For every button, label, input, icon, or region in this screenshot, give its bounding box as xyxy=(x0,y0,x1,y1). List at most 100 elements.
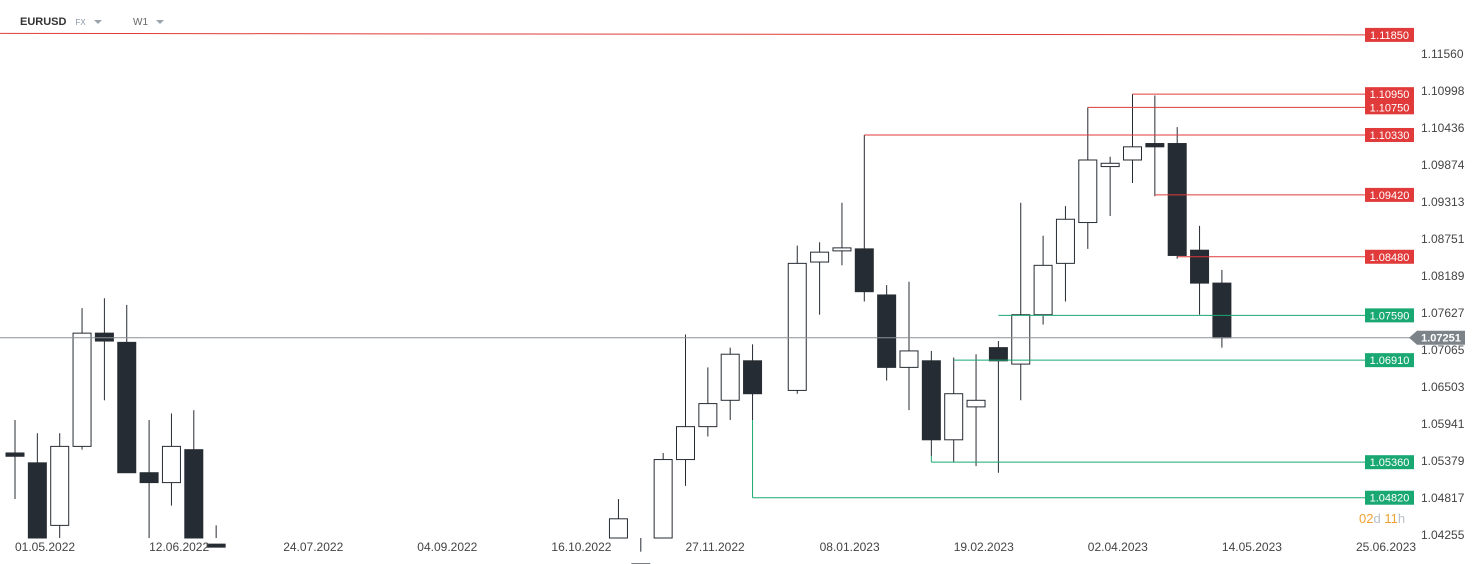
bullish-candle-body xyxy=(50,445,70,526)
level-resistance: 1.09420 xyxy=(1154,187,1414,202)
level-support: 1.07590 xyxy=(998,308,1414,323)
bearish-candle-body xyxy=(1145,143,1165,148)
candle xyxy=(72,308,92,450)
countdown-hours-unit: h xyxy=(1397,511,1406,526)
x-axis: 01.05.2022 12.06.2022 24.07.2022 04.09.2022… xyxy=(15,540,1416,554)
y-tick-label: 1.10436 xyxy=(1421,121,1465,135)
level-value: 1.07590 xyxy=(1370,310,1410,322)
x-tick-label: 24.07.2022 xyxy=(283,540,343,554)
bullish-candle-body xyxy=(832,247,852,252)
candle xyxy=(1167,127,1187,259)
bullish-candle-body xyxy=(966,399,986,408)
y-tick-label: 1.09874 xyxy=(1421,158,1465,172)
bullish-candle-body xyxy=(787,262,807,391)
y-tick-label: 1.11560 xyxy=(1421,47,1464,61)
x-tick-label: 27.11.2022 xyxy=(686,540,745,554)
bearish-candle-body xyxy=(94,332,114,342)
y-tick-label: 1.07627 xyxy=(1421,306,1465,320)
level-badge xyxy=(1365,455,1414,470)
current-price-layer: 1.07251 xyxy=(0,330,1465,345)
countdown-days-unit: d xyxy=(1373,511,1381,526)
bullish-candle-body xyxy=(1123,146,1142,161)
candle xyxy=(50,433,70,538)
level-value: 1.09420 xyxy=(1370,190,1410,202)
candle xyxy=(1123,94,1142,184)
bullish-candle-body xyxy=(608,518,628,539)
current-price-badge xyxy=(1409,330,1465,345)
candle xyxy=(94,298,114,401)
symbol-dropdown-icon[interactable] xyxy=(93,20,102,25)
y-axis: 1.11560 1.10998 1.10436 1.09874 1.09313 1.087… xyxy=(1421,47,1465,542)
level-support: 1.04820 xyxy=(752,420,1414,505)
market-label: FX xyxy=(75,18,86,27)
bullish-candle-body xyxy=(676,426,695,461)
level-resistance: 1.10950 xyxy=(1132,87,1414,102)
level-badge xyxy=(1365,308,1414,323)
x-tick-label: 01.05.2022 xyxy=(15,540,75,554)
x-tick-label: 04.09.2022 xyxy=(417,540,477,554)
level-badge xyxy=(1365,490,1414,505)
candles-layer xyxy=(5,94,1232,564)
bearish-candle-body xyxy=(27,462,47,539)
level-value: 1.10330 xyxy=(1370,130,1410,142)
level-line[interactable] xyxy=(0,32,1366,36)
symbol-label[interactable]: EURUSD xyxy=(20,16,67,28)
y-tick-label: 1.05941 xyxy=(1421,417,1465,431)
x-tick-label: 02.04.2023 xyxy=(1088,540,1148,554)
level-badge xyxy=(1365,249,1414,264)
chart-header: EURUSD FX xyxy=(20,16,102,28)
bullish-candle-body xyxy=(1011,314,1031,365)
level-badge xyxy=(1365,127,1414,142)
timeframe-selector[interactable]: W1 xyxy=(133,16,165,28)
x-tick-label: 25.06.2023 xyxy=(1356,540,1416,554)
bearish-candle-body xyxy=(5,452,25,457)
candle xyxy=(631,538,651,564)
candle xyxy=(1145,95,1165,197)
level-support: 1.06910 xyxy=(953,353,1414,368)
bearish-candle-body xyxy=(206,543,226,548)
bearish-candle-body xyxy=(988,347,1008,362)
level-value: 1.10750 xyxy=(1370,102,1410,114)
candle xyxy=(832,202,852,266)
y-tick-label: 1.06503 xyxy=(1421,380,1465,394)
candle xyxy=(1078,107,1098,249)
candle-countdown: 02d 11h xyxy=(1359,511,1405,526)
y-tick-label: 1.10998 xyxy=(1421,84,1465,98)
candle xyxy=(899,281,919,411)
bullish-candle-body xyxy=(698,403,718,428)
level-badge xyxy=(1365,27,1414,42)
bullish-candle-body xyxy=(161,445,181,484)
bullish-candle-body xyxy=(899,350,919,368)
level-resistance: 1.10750 xyxy=(1087,100,1414,115)
countdown-hours: 11 xyxy=(1384,511,1398,526)
countdown-days: 02 xyxy=(1359,511,1374,526)
candle xyxy=(5,420,25,500)
bullish-candle-body xyxy=(720,353,740,401)
candle xyxy=(988,341,1008,473)
y-tick-label: 1.05379 xyxy=(1421,454,1465,468)
bearish-candle-body xyxy=(117,341,137,474)
x-tick-label: 08.01.2023 xyxy=(820,540,880,554)
candle xyxy=(1212,269,1232,348)
candle xyxy=(787,245,807,394)
bullish-candle-body xyxy=(810,251,830,263)
candle xyxy=(810,242,830,315)
candle xyxy=(1055,206,1075,302)
candle xyxy=(608,499,628,539)
level-resistance: 1.11850 xyxy=(0,27,1414,42)
level-badge xyxy=(1365,87,1414,102)
candle xyxy=(944,357,964,463)
bullish-candle-body xyxy=(653,459,673,539)
candle xyxy=(966,354,986,467)
candle xyxy=(1190,225,1210,315)
bullish-candle-body xyxy=(1100,162,1120,168)
y-tick-label: 1.09313 xyxy=(1421,195,1465,209)
level-badge xyxy=(1365,353,1414,368)
level-value: 1.06910 xyxy=(1370,355,1410,367)
current-price-value: 1.07251 xyxy=(1421,333,1461,345)
candle xyxy=(676,334,695,486)
timeframe-dropdown-icon[interactable] xyxy=(156,20,165,25)
bullish-candle-body xyxy=(72,332,92,447)
y-tick-label: 1.08751 xyxy=(1421,232,1465,246)
